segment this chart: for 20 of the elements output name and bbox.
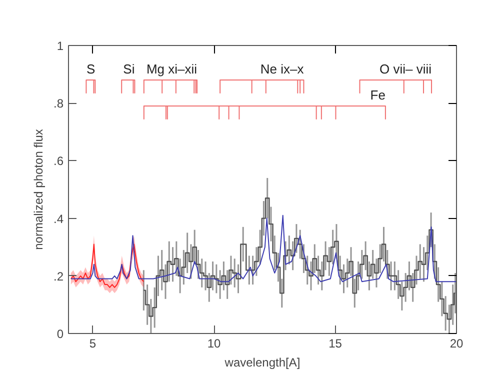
y-tick-label: 1: [56, 39, 64, 53]
x-tick-label: 15: [328, 336, 342, 350]
y-tick-label: .4: [53, 212, 64, 226]
y-tick-label: .2: [53, 269, 64, 284]
x-axis-title: wavelength[A]: [224, 356, 300, 370]
x-tick-label: 5: [89, 336, 96, 350]
y-tick-label: .6: [53, 154, 64, 168]
series-label: Si: [123, 62, 135, 77]
x-tick-label: 10: [207, 336, 221, 350]
x-tick-label: 20: [450, 336, 464, 350]
series-label: Fe: [370, 88, 386, 103]
y-tick-label: 0: [56, 327, 64, 341]
series-label: O vii– viii: [380, 62, 432, 77]
series-label: S: [86, 62, 96, 77]
y-axis-title: normalized photon flux: [31, 129, 46, 250]
y-tick-label: .8: [53, 96, 64, 111]
line-series: [70, 244, 144, 288]
series-label: Ne ix–x: [260, 62, 304, 77]
line-series: [70, 214, 456, 282]
series-label: Mg xi–xii: [146, 62, 198, 77]
